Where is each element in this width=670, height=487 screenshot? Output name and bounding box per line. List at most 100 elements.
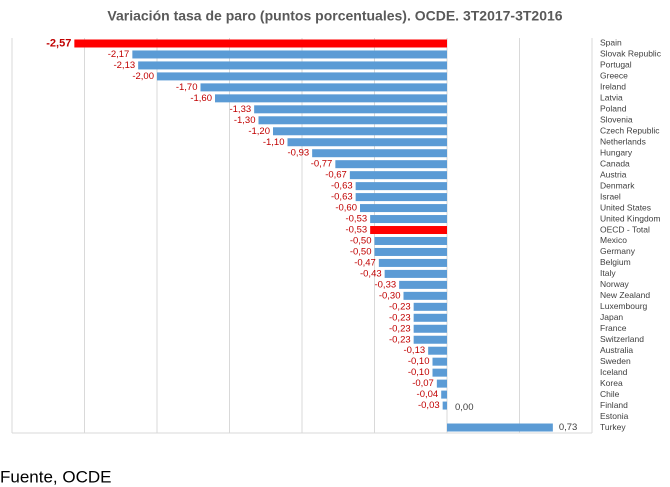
- value-label: -0,93: [287, 148, 309, 159]
- category-label: Australia: [600, 345, 633, 355]
- bar: [384, 269, 447, 278]
- value-label: -0,23: [389, 334, 411, 345]
- value-label: -2,57: [46, 37, 71, 49]
- value-label: -2,13: [113, 60, 135, 71]
- category-label: Denmark: [600, 180, 635, 190]
- value-label: -1,20: [248, 126, 270, 137]
- bar: [370, 226, 447, 235]
- value-label: -0,10: [408, 367, 430, 378]
- category-label: Finland: [600, 400, 628, 410]
- category-label: Canada: [600, 158, 630, 168]
- bar: [442, 401, 447, 410]
- bar: [413, 313, 447, 322]
- bar: [413, 302, 447, 311]
- bar: [447, 423, 553, 432]
- bar: [215, 94, 447, 103]
- category-label: Japan: [600, 312, 623, 322]
- bar: [436, 379, 447, 388]
- value-label: -0,23: [389, 312, 411, 323]
- bar: [157, 72, 447, 81]
- category-label: Hungary: [600, 147, 633, 157]
- category-label: Switzerland: [600, 334, 644, 344]
- value-label: -0,60: [335, 203, 357, 214]
- value-label: -0,07: [412, 378, 434, 389]
- category-label: Luxembourg: [600, 301, 648, 311]
- category-label: Poland: [600, 104, 627, 114]
- value-label: -0,63: [331, 181, 353, 192]
- category-label: Greece: [600, 71, 628, 81]
- value-label: 0,00: [455, 402, 474, 413]
- category-label: Italy: [600, 268, 616, 278]
- bar: [360, 204, 447, 213]
- category-label: Germany: [600, 246, 636, 256]
- bar: [413, 324, 447, 333]
- bar: [273, 127, 447, 136]
- category-label: Slovak Republic: [600, 49, 662, 59]
- category-label: Ireland: [600, 82, 626, 92]
- category-label: Czech Republic: [600, 126, 660, 136]
- category-label: Latvia: [600, 93, 623, 103]
- bar: [258, 116, 447, 125]
- category-label: Portugal: [600, 60, 632, 70]
- value-label: -0,47: [354, 257, 376, 268]
- bar: [432, 357, 447, 366]
- category-label: Netherlands: [600, 136, 646, 146]
- category-label: Slovenia: [600, 115, 633, 125]
- category-label: New Zealand: [600, 290, 650, 300]
- category-label: OECD - Total: [600, 224, 650, 234]
- value-label: -0,30: [379, 290, 401, 301]
- value-label: -1,10: [263, 137, 285, 148]
- category-label: Korea: [600, 378, 623, 388]
- bar: [399, 280, 447, 289]
- bar: [254, 105, 447, 114]
- value-label: -0,23: [389, 323, 411, 334]
- bar: [349, 171, 447, 180]
- bar: [74, 39, 447, 48]
- bar: [441, 390, 447, 399]
- category-label: Sweden: [600, 356, 631, 366]
- value-label: -0,43: [360, 268, 382, 279]
- bar: [335, 160, 447, 169]
- value-label: -0,04: [417, 389, 439, 400]
- value-label: -1,60: [190, 93, 212, 104]
- value-label: -1,70: [176, 82, 198, 93]
- value-label: -1,30: [234, 115, 256, 126]
- value-label: -0,77: [311, 159, 333, 170]
- value-label: -0,10: [408, 356, 430, 367]
- value-label: -2,00: [132, 71, 154, 82]
- bar: [312, 149, 447, 158]
- bar: [138, 61, 447, 70]
- value-label: -2,17: [108, 49, 130, 60]
- bar: [355, 193, 447, 202]
- category-label: Mexico: [600, 235, 627, 245]
- value-label: -0,23: [389, 301, 411, 312]
- category-label: United States: [600, 202, 651, 212]
- value-label: -0,33: [374, 279, 396, 290]
- category-label: Estonia: [600, 411, 629, 421]
- category-label: Israel: [600, 191, 621, 201]
- bar: [378, 258, 447, 267]
- bar: [374, 236, 447, 245]
- bar: [428, 346, 447, 355]
- value-label: -0,50: [350, 246, 372, 257]
- bar: [413, 335, 447, 344]
- bar: [287, 138, 447, 147]
- category-label: Belgium: [600, 257, 631, 267]
- category-label: Chile: [600, 389, 620, 399]
- value-label: -0,03: [418, 400, 440, 411]
- bar: [432, 368, 447, 377]
- category-label: Norway: [600, 279, 630, 289]
- bar: [374, 247, 447, 256]
- category-label: United Kingdom: [600, 213, 660, 223]
- value-label: -1,33: [229, 104, 251, 115]
- bar: [200, 83, 447, 92]
- value-label: 0,73: [559, 422, 578, 433]
- category-label: Turkey: [600, 422, 626, 432]
- category-label: Spain: [600, 38, 622, 48]
- bar: [132, 50, 447, 59]
- bar: [370, 215, 447, 224]
- bar: [403, 291, 447, 300]
- category-label: Austria: [600, 169, 627, 179]
- value-label: -0,53: [345, 225, 367, 236]
